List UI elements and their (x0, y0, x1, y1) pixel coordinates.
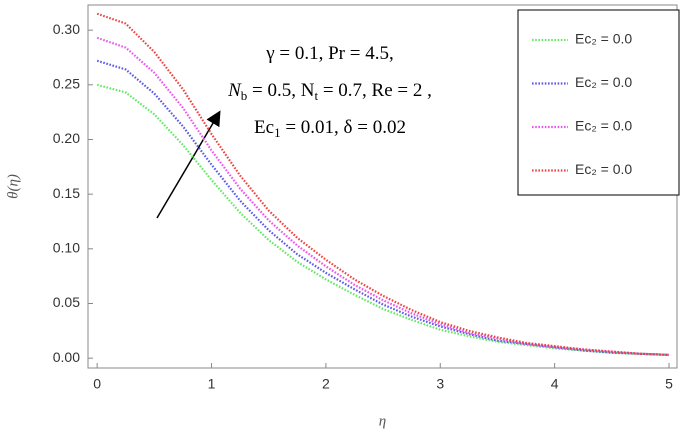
y-tick-label: 0.10 (53, 240, 80, 256)
annotation-part: 1 (274, 125, 281, 140)
annotation: γ = 0.1, Pr = 4.5, (265, 43, 393, 64)
arrow (156, 110, 221, 219)
annotation-part: = 0.01, δ = 0.02 (281, 117, 406, 138)
y-tick-label: 0.25 (53, 76, 80, 92)
x-axis-label: η (379, 413, 386, 429)
y-tick-label: 0.05 (53, 294, 80, 310)
annotation-part: = 0.5, N (247, 80, 314, 101)
x-tick-label: 1 (208, 376, 216, 392)
y-tick-label: 0.30 (53, 21, 80, 37)
x-tick-label: 3 (436, 376, 444, 392)
legend-label: Ec₂ = 0.0 (575, 161, 632, 177)
annotation-part: b (241, 88, 248, 103)
x-tick-label: 5 (665, 376, 673, 392)
annotation: Ec1 = 0.01, δ = 0.02 (254, 117, 406, 140)
y-tick-label: 0.20 (53, 130, 80, 146)
x-tick-label: 2 (322, 376, 330, 392)
annotation-part: γ = 0.1, Pr = 4.5, (265, 43, 393, 64)
y-tick-label: 0.00 (53, 349, 80, 365)
x-tick-label: 0 (93, 376, 101, 392)
annotation: Nb = 0.5, Nt = 0.7, Re = 2 , (227, 80, 432, 103)
y-axis-label: θ(η) (5, 174, 21, 199)
annotation-part: = 0.7, Re = 2 , (318, 80, 432, 101)
annotation-part: t (314, 88, 318, 103)
legend-label: Ec₂ = 0.0 (575, 118, 632, 134)
legend-label: Ec₂ = 0.0 (575, 31, 632, 47)
legend-label: Ec₂ = 0.0 (575, 74, 632, 90)
annotation-part: N (227, 80, 242, 101)
annotation-part: Ec (254, 117, 274, 138)
x-tick-label: 4 (551, 376, 559, 392)
y-tick-label: 0.15 (53, 185, 80, 201)
data-line (96, 12, 670, 356)
data-line (96, 83, 670, 356)
